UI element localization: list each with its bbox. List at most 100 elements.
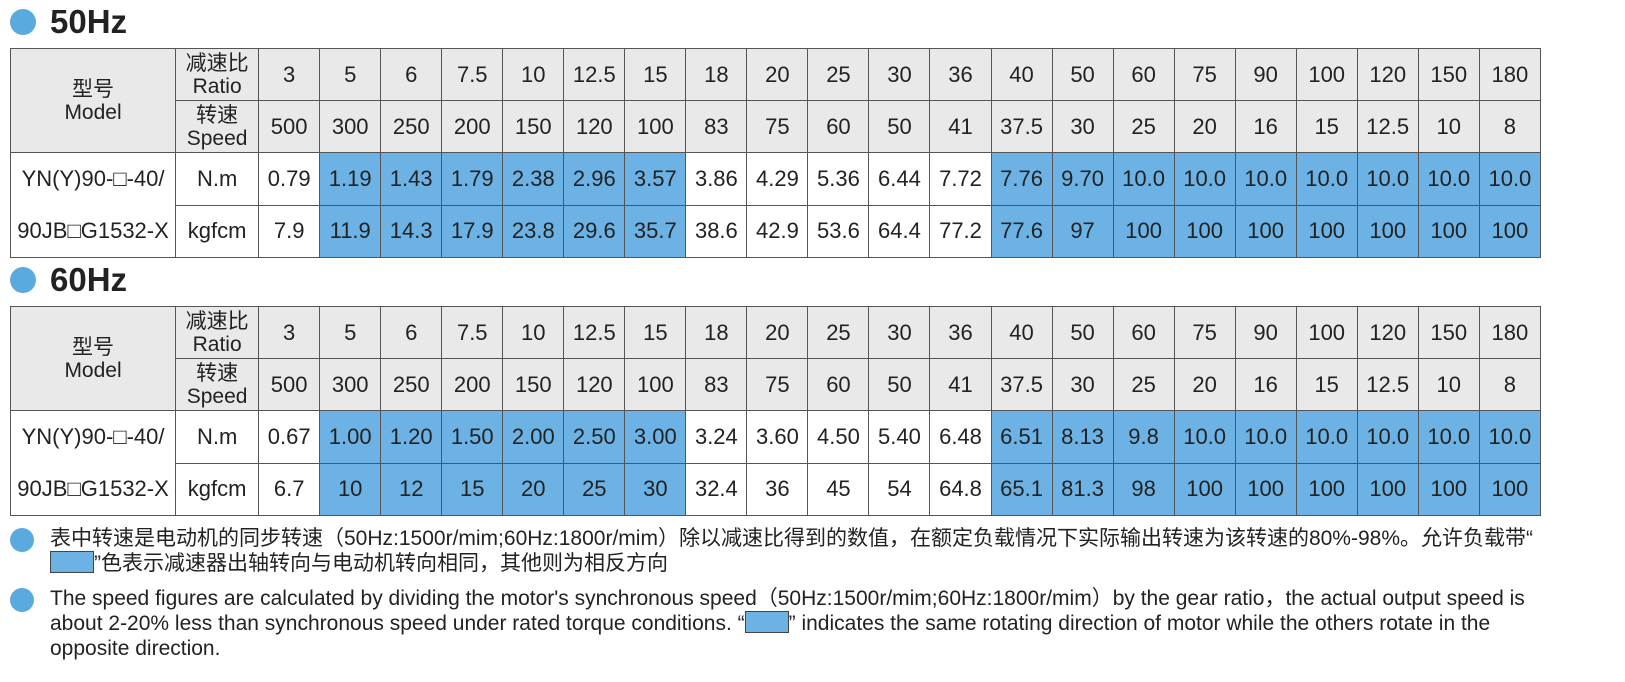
value-cell: 36: [746, 462, 809, 516]
unit-cell: N.m: [175, 152, 260, 206]
speed-cell: 25: [1112, 100, 1175, 153]
speed-cell: 100: [624, 358, 687, 411]
speed-cell: 10: [1417, 100, 1480, 153]
speed-cell: 50: [868, 358, 931, 411]
highlight-swatch: [744, 611, 789, 633]
value-cell: 38.6: [685, 204, 748, 258]
value-cell: 1.79: [441, 152, 504, 206]
value-cell: 100: [1295, 462, 1358, 516]
value-cell: 32.4: [685, 462, 748, 516]
value-cell: 81.3: [1051, 462, 1114, 516]
ratio-cell: 7.5: [441, 306, 504, 359]
section: 50Hz 型号 Model 减速比 Ratio 3 5 6 7.5 10 12.5 15 18 20 25 3…: [9, 0, 1625, 258]
value-cell: 10.0: [1234, 410, 1297, 464]
value-cell: 10.0: [1356, 410, 1419, 464]
bullet: [10, 588, 34, 612]
model-cell: YN(Y)90-□-40/90JB□G1532-X: [9, 152, 177, 258]
value-cell: 5.40: [868, 410, 931, 464]
value-cell: 3.00: [624, 410, 687, 464]
speed-cell: 75: [746, 100, 809, 153]
value-cell: 3.57: [624, 152, 687, 206]
ratio-cell: 18: [685, 48, 748, 101]
ratio-cell: 36: [929, 306, 992, 359]
value-cell: 2.38: [502, 152, 565, 206]
value-cell: 10.0: [1417, 152, 1480, 206]
ratio-cell: 12.5: [563, 306, 626, 359]
ratio-cell: 40: [990, 48, 1053, 101]
header-row: 转速 Speed 500 300 250 200 150 120 100 83 75 60 50 41 37…: [11, 358, 1542, 411]
speed-cell: 20: [1173, 100, 1236, 153]
label-line: Speed: [186, 126, 248, 150]
label-line: 转速: [196, 103, 239, 127]
value-cell: 100: [1417, 204, 1480, 258]
ratio-cell: 50: [1051, 48, 1114, 101]
ratio-cell: 25: [807, 306, 870, 359]
value-cell: 100: [1417, 462, 1480, 516]
header-row: 型号 Model 减速比 Ratio 3 5 6 7.5 10 12.5 15 18 20 25 30 36 4…: [9, 306, 1542, 411]
speed-cell: 300: [319, 100, 382, 153]
speed-cell: 200: [441, 100, 504, 153]
value-cell: 6.48: [929, 410, 992, 464]
ratio-cell: 90: [1234, 306, 1297, 359]
ratio-cell: 6: [380, 48, 443, 101]
speed-header: 转速 Speed: [175, 100, 260, 153]
speed-cell: 8: [1478, 358, 1542, 411]
speed-cell: 16: [1234, 100, 1297, 153]
value-cell: 10.0: [1295, 410, 1358, 464]
model-line: 90JB□G1532-X: [17, 476, 169, 501]
value-cell: 100: [1295, 204, 1358, 258]
value-cell: 35.7: [624, 204, 687, 258]
speed-cell: 60: [807, 358, 870, 411]
ratio-cell: 60: [1112, 48, 1175, 101]
value-cell: 5.36: [807, 152, 870, 206]
value-cell: 1.20: [380, 410, 443, 464]
value-cell: 25: [563, 462, 626, 516]
ratio-cell: 10: [502, 306, 565, 359]
speed-cell: 120: [563, 358, 626, 411]
data-row: YN(Y)90-□-40/90JB□G1532-X N.m 0.79 1.19 1.43…: [9, 152, 1542, 258]
value-cell: 0.67: [258, 410, 321, 464]
ratio-cell: 180: [1478, 306, 1542, 359]
value-cell: 100: [1112, 204, 1175, 258]
value-cell: 7.76: [990, 152, 1053, 206]
value-cell: 100: [1356, 462, 1419, 516]
value-cell: 23.8: [502, 204, 565, 258]
value-cell: 0.79: [258, 152, 321, 206]
header-row: 转速 Speed 500 300 250 200 150 120 100 83 75 60 50 41 37…: [11, 100, 1542, 153]
value-cell: 10.0: [1112, 152, 1175, 206]
note-text-part: The speed figures are calculated by divi…: [50, 587, 1525, 635]
speed-cell: 200: [441, 358, 504, 411]
data-row: YN(Y)90-□-40/90JB□G1532-X N.m 0.67 1.00 1.20…: [9, 410, 1542, 516]
value-cell: 2.50: [563, 410, 626, 464]
bullet: [10, 267, 36, 293]
value-cell: 100: [1173, 204, 1236, 258]
model-line: 90JB□G1532-X: [17, 218, 169, 243]
speed-cell: 500: [258, 100, 321, 153]
model-cell: YN(Y)90-□-40/90JB□G1532-X: [9, 410, 177, 516]
ratio-cell: 3: [258, 306, 321, 359]
title-text: 60Hz: [50, 261, 128, 298]
value-cell: 100: [1234, 204, 1297, 258]
speed-cell: 10: [1417, 358, 1480, 411]
value-cell: 98: [1112, 462, 1175, 516]
speed-cell: 250: [380, 100, 443, 153]
value-cell: 10.0: [1478, 152, 1542, 206]
label-line: 转速: [196, 361, 239, 385]
content: 50Hz 型号 Model 减速比 Ratio 3 5 6 7.5 10 12.5 15 18 20 25 3…: [9, 0, 1625, 516]
ratio-cell: 15: [624, 48, 687, 101]
value-cell: 54: [868, 462, 931, 516]
unit-cell: kgfcm: [175, 462, 260, 516]
ratio-cell: 60: [1112, 306, 1175, 359]
value-cell: 30: [624, 462, 687, 516]
value-cell: 45: [807, 462, 870, 516]
speed-cell: 20: [1173, 358, 1236, 411]
value-cell: 64.8: [929, 462, 992, 516]
label-line: 型号: [72, 335, 115, 359]
ratio-header: 减速比 Ratio: [175, 48, 260, 101]
label-line: 减速比: [185, 309, 249, 333]
speed-cell: 75: [746, 358, 809, 411]
value-cell: 65.1: [990, 462, 1053, 516]
value-cell: 100: [1478, 204, 1542, 258]
value-cell: 4.50: [807, 410, 870, 464]
